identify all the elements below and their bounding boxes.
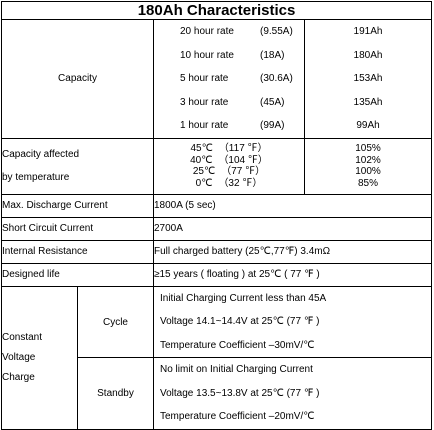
standby-values-cell: No limit on Initial Charging Current Vol… xyxy=(152,357,433,430)
temperature-label-cell: Capacity affected by temperature xyxy=(1,137,154,195)
temperature-label-line2: by temperature xyxy=(2,172,70,184)
cycle-lines: Initial Charging Current less than 45A V… xyxy=(155,287,431,357)
cvc-label-line2: Voltage xyxy=(2,351,36,363)
capacity-label: Capacity xyxy=(1,19,154,139)
temp-celsius: 40℃ xyxy=(190,154,213,166)
rate-name: 5 hour rate xyxy=(180,73,229,85)
rate-name: 3 hour rate xyxy=(180,96,229,108)
capacity-values-cell: 191Ah 180Ah 153Ah 135Ah 99Ah xyxy=(303,19,433,139)
temperature-percent: 100% xyxy=(355,166,381,178)
temp-celsius: 25℃ xyxy=(192,166,216,178)
capacity-value: 180Ah xyxy=(353,49,383,61)
rate-row: 20 hour rate (9.55A) xyxy=(155,20,304,43)
standby-line: No limit on Initial Charging Current xyxy=(160,364,313,376)
capacity-value: 99Ah xyxy=(356,120,380,132)
cycle-line: Voltage 14.1~14.4V at 25℃ (77 ℉ ) xyxy=(160,316,320,328)
internal-resistance-value: Full charged battery (25℃,77℉) 3.4mΩ xyxy=(152,239,433,264)
cycle-line: Initial Charging Current less than 45A xyxy=(160,292,327,304)
rate-row: 1 hour rate (99A) xyxy=(155,114,304,137)
temperature-label-line1: Capacity affected xyxy=(2,149,80,161)
standby-line: Temperature Coefficient –20mV/℃ xyxy=(160,411,315,423)
rate-row: 10 hour rate (18A) xyxy=(155,44,304,68)
temp-fahrenheit: （104 ℉） xyxy=(218,154,268,166)
temperature-list-cell: 45℃ （117 ℉） 40℃ （104 ℉） 25℃ （77 ℉） 0℃ （32 ℉） xyxy=(153,137,305,195)
rate-row: 5 hour rate (30.6A) xyxy=(155,67,304,91)
table-title: 180Ah Characteristics xyxy=(0,1,433,20)
rate-row: 3 hour rate (45A) xyxy=(155,91,304,115)
cycle-label: Cycle xyxy=(77,285,154,359)
rate-current: (9.55A) xyxy=(260,26,293,37)
short-circuit-value: 2700A xyxy=(152,216,433,241)
cvc-label-line1: Constant xyxy=(2,331,43,343)
temperature-percent-cell: 105% 102% 100% 85% xyxy=(303,137,433,195)
rate-current: (99A) xyxy=(260,120,285,132)
standby-label: Standby xyxy=(77,357,154,430)
cvc-label-line3: Charge xyxy=(2,371,35,383)
capacity-rates-cell: 20 hour rate (9.55A) 10 hour rate (18A) 5 … xyxy=(153,19,305,139)
rate-current: (30.6A) xyxy=(260,73,293,85)
temp-fahrenheit: （117 ℉） xyxy=(218,143,268,155)
temp-fahrenheit: （77 ℉） xyxy=(221,166,266,178)
capacity-value: 135Ah xyxy=(353,96,383,108)
max-discharge-value: 1800A (5 sec) xyxy=(152,193,433,218)
temperature-percent: 85% xyxy=(358,177,379,189)
designed-life-value: ≥15 years ( floating ) at 25℃ ( 77 ℉ ) xyxy=(152,262,433,287)
rate-name: 20 hour rate xyxy=(180,26,234,37)
rate-name: 1 hour rate xyxy=(180,120,229,132)
temperature-percent: 102% xyxy=(355,154,381,166)
internal-resistance-label: Internal Resistance xyxy=(1,239,154,264)
standby-line: Voltage 13.5~13.8V at 25℃ (77 ℉ ) xyxy=(160,387,320,399)
temp-celsius: 45℃ xyxy=(190,143,213,155)
temperature-row: 45℃ （117 ℉） xyxy=(155,143,304,155)
short-circuit-label: Short Circuit Current xyxy=(1,216,154,241)
cvc-label-cell: Constant Voltage Charge xyxy=(1,285,78,430)
max-discharge-label: Max. Discharge Current xyxy=(1,193,154,218)
capacity-value: 191Ah xyxy=(353,26,383,37)
temperature-percent: 105% xyxy=(355,143,381,155)
temperature-row: 40℃ （104 ℉） xyxy=(155,154,304,167)
designed-life-label: Designed life xyxy=(1,262,154,287)
cycle-line: Temperature Coefficient –30mV/℃ xyxy=(160,339,315,351)
temp-celsius: 0℃ xyxy=(195,177,213,189)
temperature-row: 0℃ （32 ℉） xyxy=(155,177,304,190)
capacity-value: 153Ah xyxy=(353,73,383,85)
standby-lines: No limit on Initial Charging Current Vol… xyxy=(155,359,431,429)
cycle-values-cell: Initial Charging Current less than 45A V… xyxy=(152,285,433,359)
rate-name: 10 hour rate xyxy=(180,49,234,61)
temperature-row: 25℃ （77 ℉） xyxy=(155,166,304,178)
rate-current: (45A) xyxy=(260,96,285,108)
temp-fahrenheit: （32 ℉） xyxy=(218,177,263,189)
rate-current: (18A) xyxy=(260,49,285,61)
